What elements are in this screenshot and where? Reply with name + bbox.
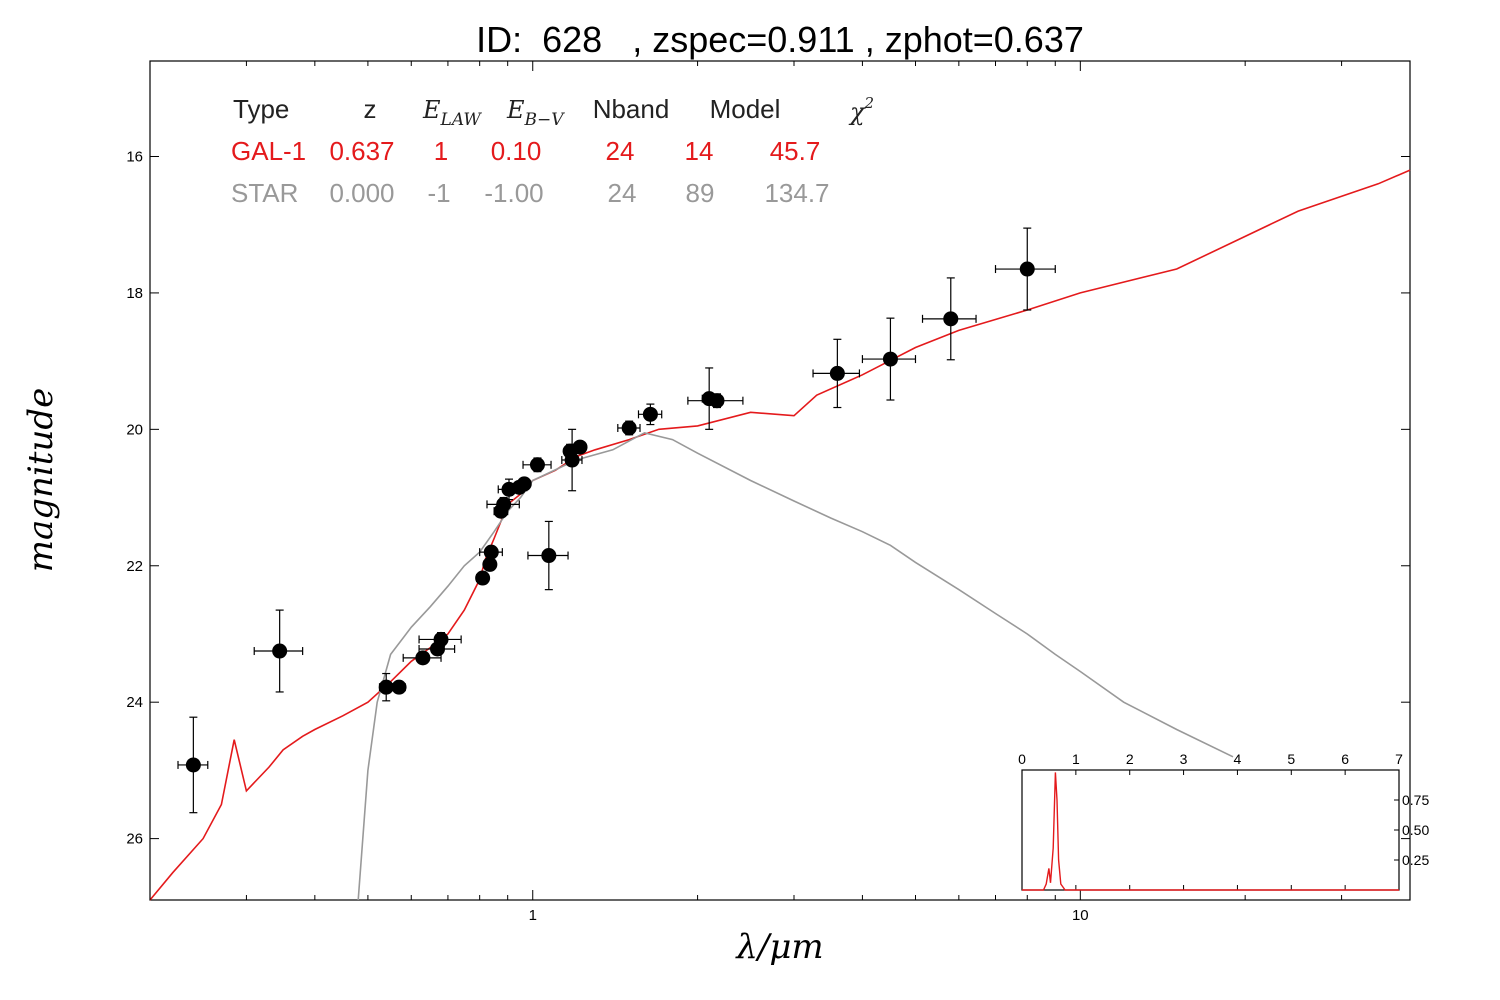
data-point: [621, 420, 637, 436]
data-point: [378, 679, 394, 695]
header-chi2: χ2: [848, 94, 874, 126]
row-star-elaw: -1: [427, 178, 450, 208]
header-z: z: [364, 94, 377, 124]
header-model: Model: [710, 94, 781, 124]
obs-point: [516, 476, 532, 492]
data-point: [185, 757, 201, 773]
inset-x-tick-label: 0: [1018, 751, 1026, 767]
obs-point: [418, 631, 462, 647]
data-point: [391, 679, 407, 695]
x-tick-label: 1: [529, 907, 537, 924]
data-point: [564, 452, 580, 468]
header-nband: Nband: [593, 94, 670, 124]
data-point: [642, 406, 658, 422]
obs-point: [561, 428, 583, 492]
row-gal-nband: 24: [606, 136, 635, 166]
data-point: [529, 457, 545, 473]
inset-x-tick-label: 2: [1126, 751, 1134, 767]
obs-point: [527, 520, 569, 591]
obs-point: [177, 716, 209, 814]
legend-table: Type z ELAW EB−V Nband Model χ2 GAL-1 0.…: [231, 94, 874, 208]
star-model-line: [357, 431, 1234, 901]
observed-photometry: [177, 227, 1056, 814]
obs-point: [572, 439, 588, 455]
inset-x-tick-label: 3: [1180, 751, 1188, 767]
data-point: [482, 556, 498, 572]
x-axis-label: λ/μm: [734, 927, 823, 967]
data-point: [433, 631, 449, 647]
obs-point: [994, 227, 1056, 311]
obs-point: [522, 457, 552, 473]
row-star-ebv: -1.00: [484, 178, 543, 208]
row-gal-z: 0.637: [329, 136, 394, 166]
obs-point: [391, 679, 407, 695]
row-gal-chi2: 45.7: [770, 136, 821, 166]
obs-point: [921, 277, 977, 361]
data-point: [272, 643, 288, 659]
data-point: [709, 393, 725, 409]
x-tick-label: 10: [1072, 907, 1089, 924]
row-star-z: 0.000: [329, 178, 394, 208]
y-tick-label: 18: [126, 285, 143, 302]
inset-pdf-plot: 0 1 2 3 4 5 6 7 0.25 0.50 0.75: [1018, 751, 1429, 891]
obs-point: [253, 609, 304, 693]
chart-title: ID: 628 , zspec=0.911 , zphot=0.637: [476, 19, 1084, 60]
row-gal-ebv: 0.10: [491, 136, 542, 166]
header-ebv: EB−V: [506, 96, 565, 130]
header-elaw: ELAW: [422, 96, 482, 130]
header-type: Type: [233, 94, 289, 124]
data-point: [943, 311, 959, 327]
row-star-type: STAR: [231, 178, 298, 208]
data-point: [541, 548, 557, 564]
inset-y-tick-label: 0.50: [1402, 822, 1429, 838]
obs-point: [482, 556, 498, 572]
obs-point: [812, 338, 861, 409]
obs-point: [378, 672, 394, 702]
y-tick-label: 26: [126, 831, 143, 848]
row-gal-model: 14: [685, 136, 714, 166]
row-star-chi2: 134.7: [764, 178, 829, 208]
inset-x-tick-label: 4: [1234, 751, 1242, 767]
row-gal-elaw: 1: [434, 136, 448, 166]
data-point: [415, 650, 431, 666]
data-point: [475, 570, 491, 586]
row-star-model: 89: [686, 178, 715, 208]
inset-x-tick-label: 5: [1287, 751, 1295, 767]
data-point: [829, 365, 845, 381]
inset-y-tick-label: 0.25: [1402, 852, 1429, 868]
data-point: [496, 496, 512, 512]
inset-x-tick-label: 7: [1395, 751, 1403, 767]
row-star-nband: 24: [608, 178, 637, 208]
obs-point: [475, 570, 491, 586]
data-point: [572, 439, 588, 455]
data-point: [882, 351, 898, 367]
data-point: [516, 476, 532, 492]
obs-point: [687, 393, 744, 409]
y-tick-label: 22: [126, 558, 143, 575]
inset-x-tick-label: 6: [1341, 751, 1349, 767]
obs-point: [861, 317, 917, 401]
inset-pdf-line: [1022, 772, 1399, 891]
y-tick-label: 16: [126, 148, 143, 165]
obs-point: [617, 420, 641, 436]
obs-point: [479, 544, 503, 560]
y-tick-label: 20: [126, 421, 143, 438]
inset-y-tick-label: 0.75: [1402, 792, 1429, 808]
data-point: [1019, 261, 1035, 277]
plot-frame: [149, 60, 1411, 901]
inset-frame: [1021, 769, 1400, 891]
data-point: [483, 544, 499, 560]
obs-point: [637, 403, 663, 426]
row-gal-type: GAL-1: [231, 136, 306, 166]
y-axis-label: magnitude: [21, 388, 61, 573]
inset-x-tick-label: 1: [1072, 751, 1080, 767]
y-tick-label: 24: [126, 694, 143, 711]
obs-point: [486, 496, 520, 512]
